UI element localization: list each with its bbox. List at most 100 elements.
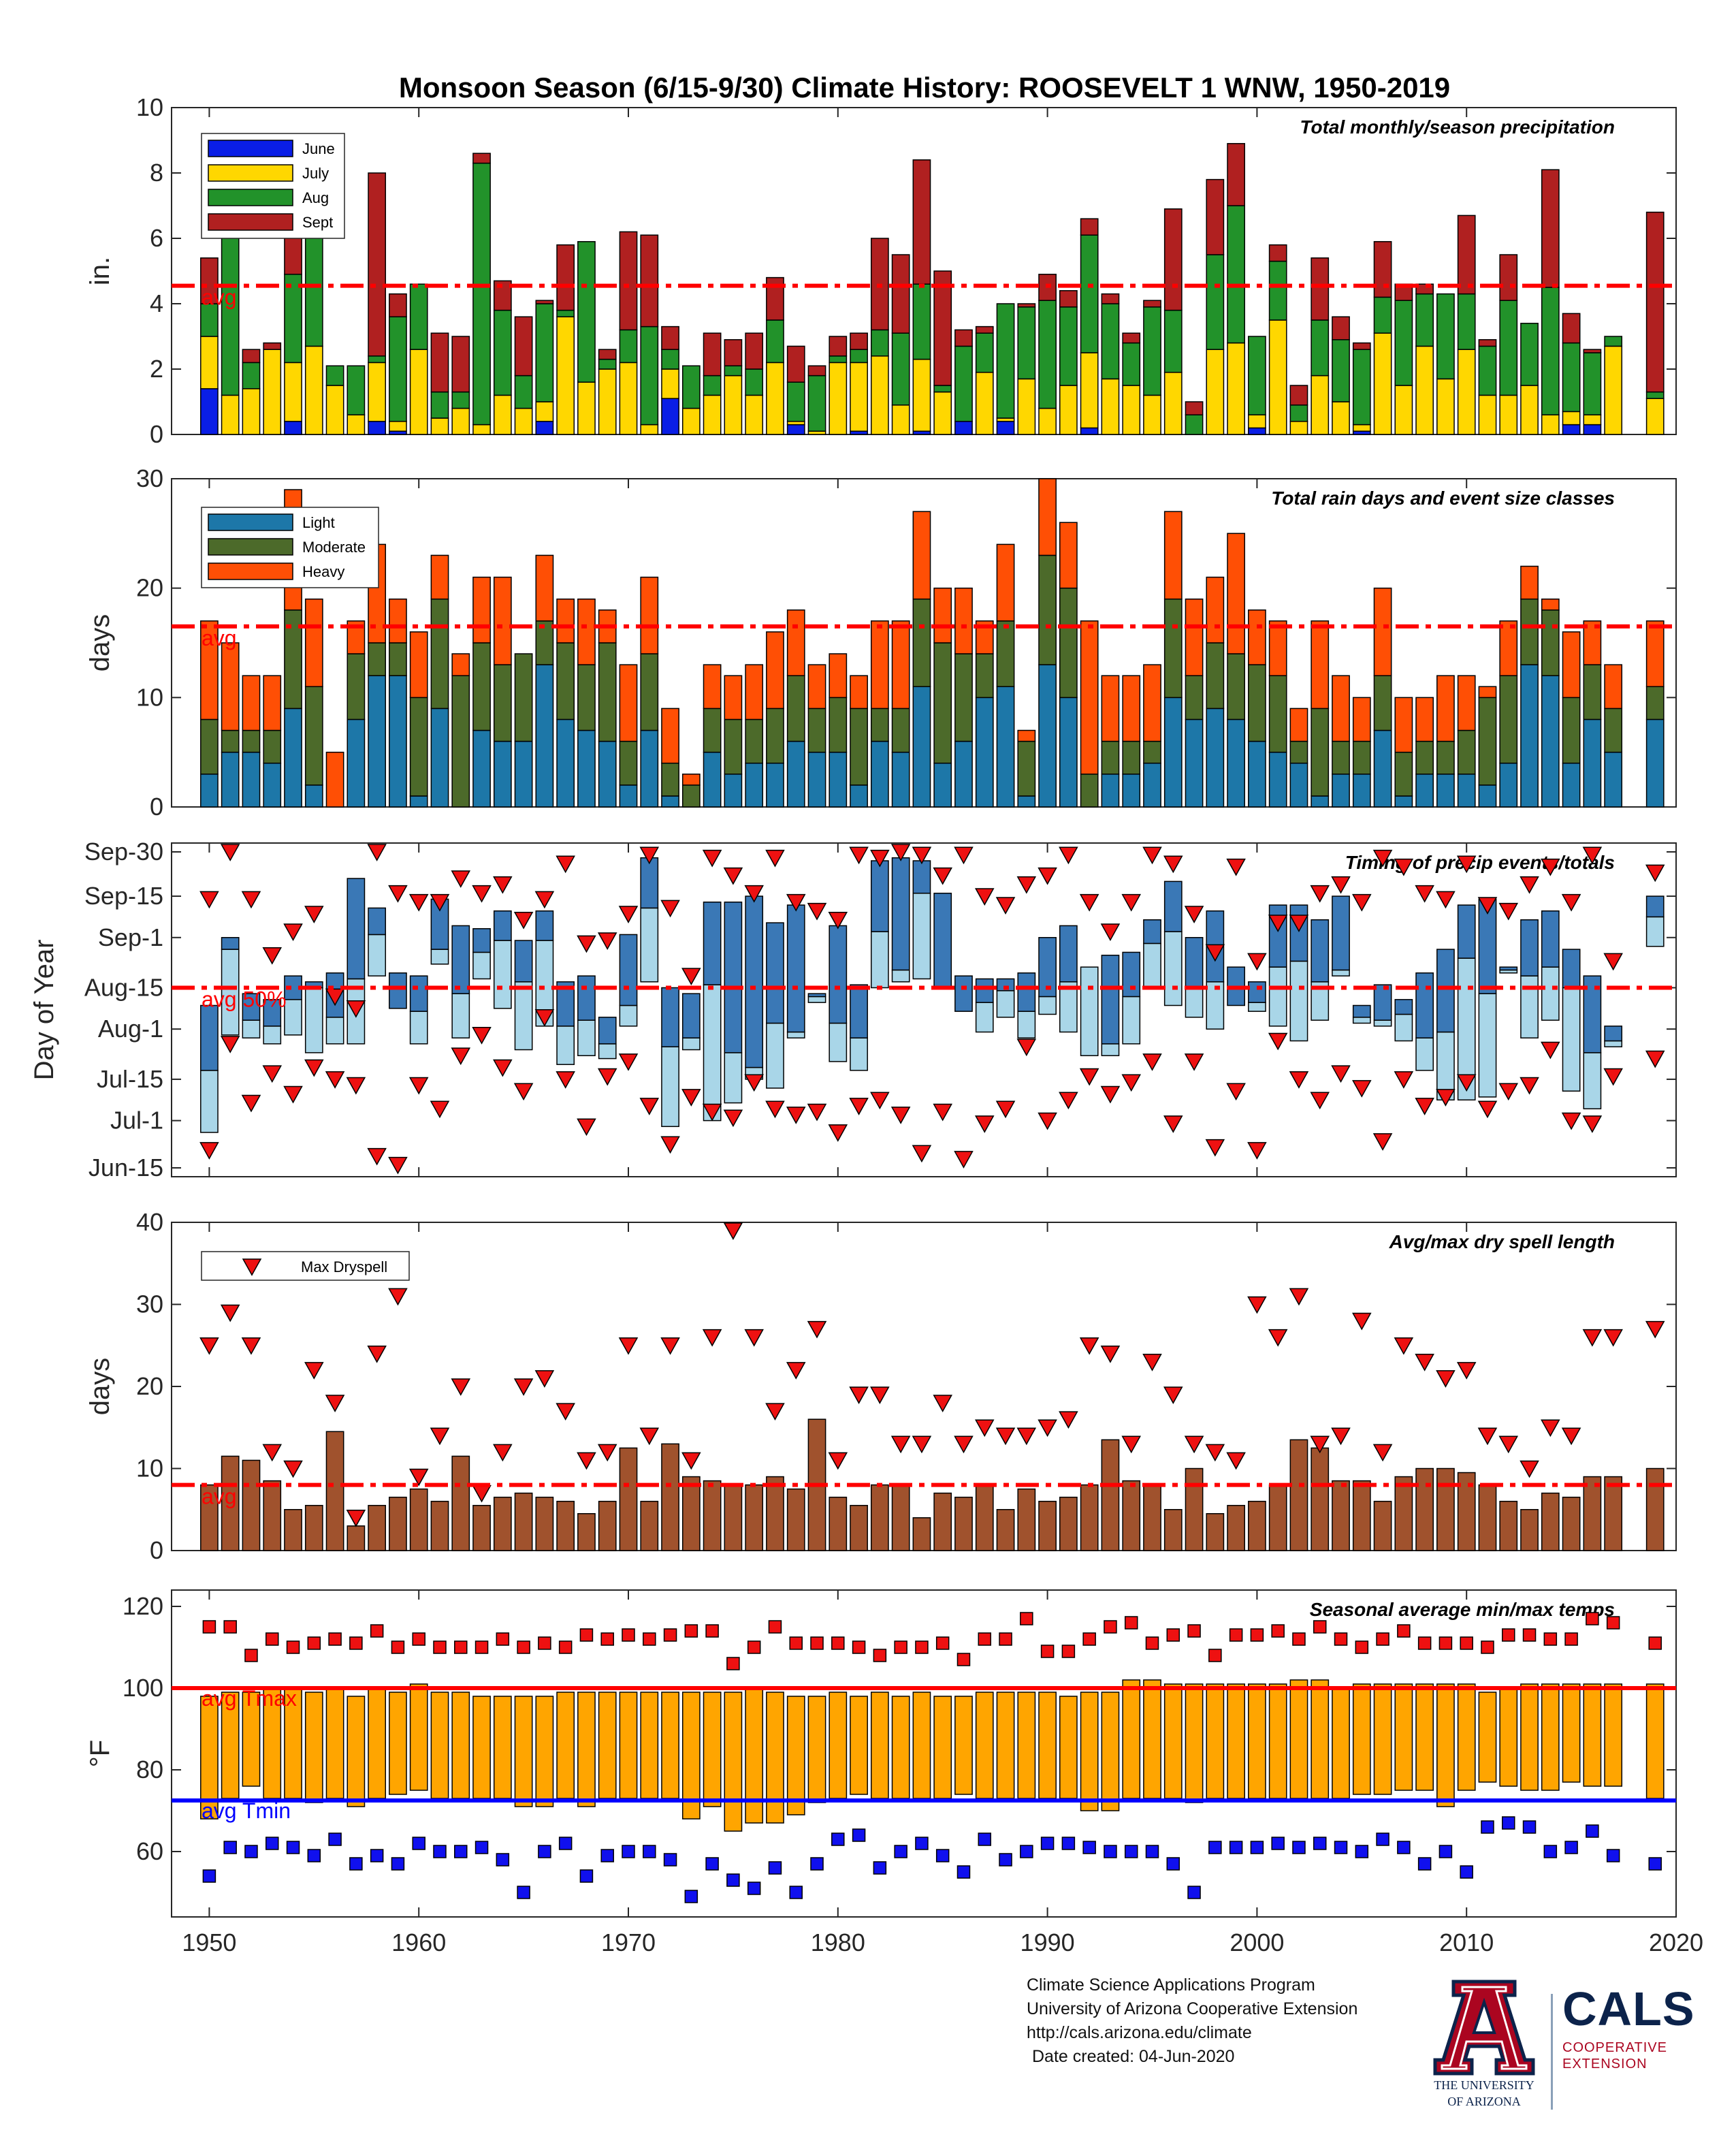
timing-first-event-marker [1498, 1083, 1519, 1101]
bar-light [263, 762, 282, 808]
timing-first-event-marker [870, 1092, 890, 1110]
bar-july [1268, 319, 1287, 435]
timing-bar-upper [1415, 972, 1434, 1038]
bar-june [368, 421, 387, 435]
dry-spell-bar [640, 1500, 659, 1551]
legend-label: June [302, 140, 335, 157]
bar-moderate [1017, 740, 1036, 797]
tmax-marker [957, 1653, 971, 1666]
bar-june [1583, 424, 1602, 435]
bar-sept [703, 332, 722, 377]
timing-first-event-marker [765, 1100, 785, 1119]
bar-heavy [1373, 587, 1392, 676]
bar-sept [389, 293, 407, 317]
legend-marker-icon [242, 1258, 262, 1276]
bar-light [1206, 708, 1225, 808]
bar-moderate [514, 653, 533, 742]
timing-bar-lower [430, 949, 449, 965]
footer-url[interactable]: http://cals.arizona.edu/climate [1027, 2023, 1252, 2042]
tmin-marker [328, 1832, 342, 1846]
bar-heavy [681, 774, 701, 786]
ua-wordmark: THE UNIVERSITY OF ARIZONA [1416, 2077, 1552, 2110]
bar-july [472, 424, 491, 435]
bar-moderate [389, 642, 407, 676]
bar-sept [1373, 241, 1392, 298]
timing-bar-upper [451, 925, 470, 994]
dry-spell-bar [891, 1484, 910, 1551]
bar-aug [891, 332, 910, 406]
bar-moderate [912, 598, 931, 688]
timing-first-event-marker [1268, 1032, 1288, 1051]
tmax-marker [1397, 1624, 1411, 1638]
bar-aug [1311, 319, 1330, 377]
timing-bar-lower [1352, 1017, 1371, 1024]
bar-moderate [1206, 642, 1225, 710]
panel-5: 60 80 100 120 °F Seasonal average min/max tem… [85, 1589, 1703, 1956]
tmin-marker [726, 1873, 740, 1887]
bar-heavy [829, 653, 848, 699]
bar-sept [598, 349, 617, 360]
dry-spell-bar [1520, 1509, 1539, 1551]
max-dryspell-marker [1205, 1444, 1225, 1462]
y-tick-label: 0 [150, 1536, 163, 1564]
timing-bar-upper [1289, 904, 1308, 962]
bar-light [850, 784, 868, 808]
bar-sept [1457, 215, 1476, 295]
timing-bar-lower [472, 951, 491, 980]
temp-range-bar [1604, 1683, 1623, 1787]
temp-range-bar [347, 1696, 366, 1807]
bar-aug [703, 375, 722, 396]
temp-range-bar [1499, 1687, 1518, 1787]
x-tick-label: 2000 [1229, 1928, 1284, 1956]
bar-aug [1332, 339, 1350, 402]
timing-first-event-marker [723, 1109, 743, 1128]
max-dryspell-marker [1142, 1354, 1162, 1371]
bar-moderate [1080, 774, 1099, 808]
y-axis-label: in. [85, 257, 115, 285]
bar-june [535, 421, 554, 435]
max-dryspell-marker [1226, 1452, 1246, 1470]
timing-bar-upper [1499, 966, 1518, 971]
bar-sept [912, 159, 931, 285]
max-dryspell-marker [786, 1362, 806, 1380]
bar-moderate [1415, 740, 1434, 775]
dry-spell-bar [451, 1455, 470, 1551]
tmax-marker [768, 1620, 782, 1634]
bar-heavy [1038, 478, 1057, 556]
timing-bar-lower [829, 1022, 848, 1062]
tmax-marker [663, 1628, 677, 1642]
bar-light [954, 740, 973, 808]
bar-light [1122, 774, 1141, 808]
bar-sept [891, 254, 910, 334]
max-dryspell-marker [933, 1395, 952, 1412]
timing-first-event-marker [1205, 1139, 1225, 1157]
bar-light [1583, 718, 1602, 808]
bar-heavy [870, 620, 889, 710]
temp-range-bar [1415, 1683, 1434, 1791]
bar-sept [619, 231, 638, 331]
timing-bar-upper [829, 925, 848, 1024]
bar-sept [1562, 313, 1581, 344]
timing-first-event-marker [262, 1065, 283, 1083]
bar-heavy [1436, 675, 1455, 742]
bar-aug [368, 355, 387, 364]
temp-range-bar [1373, 1683, 1392, 1795]
bar-moderate [1436, 740, 1455, 775]
timing-first-event-marker [472, 1027, 492, 1045]
max-dryspell-marker [493, 1444, 513, 1462]
max-dryspell-marker [1372, 1444, 1393, 1462]
y-tick-label: Aug-1 [98, 1015, 163, 1043]
footer-university: University of Arizona Cooperative Extens… [1027, 1999, 1358, 2018]
max-dryspell-marker [995, 1427, 1016, 1446]
bar-light [284, 708, 302, 808]
tmin-marker [370, 1849, 384, 1862]
temp-range-bar [1206, 1683, 1225, 1799]
max-dryspell-marker [744, 1329, 764, 1347]
bar-light [1101, 774, 1120, 808]
bar-aug [556, 309, 575, 317]
tmin-marker [223, 1841, 237, 1854]
tmin-marker [747, 1882, 761, 1895]
panel-2: 0 10 20 30 days Total rain days and event siz… [85, 464, 1677, 821]
temp-range-bar [598, 1692, 617, 1799]
bar-light [745, 762, 764, 808]
